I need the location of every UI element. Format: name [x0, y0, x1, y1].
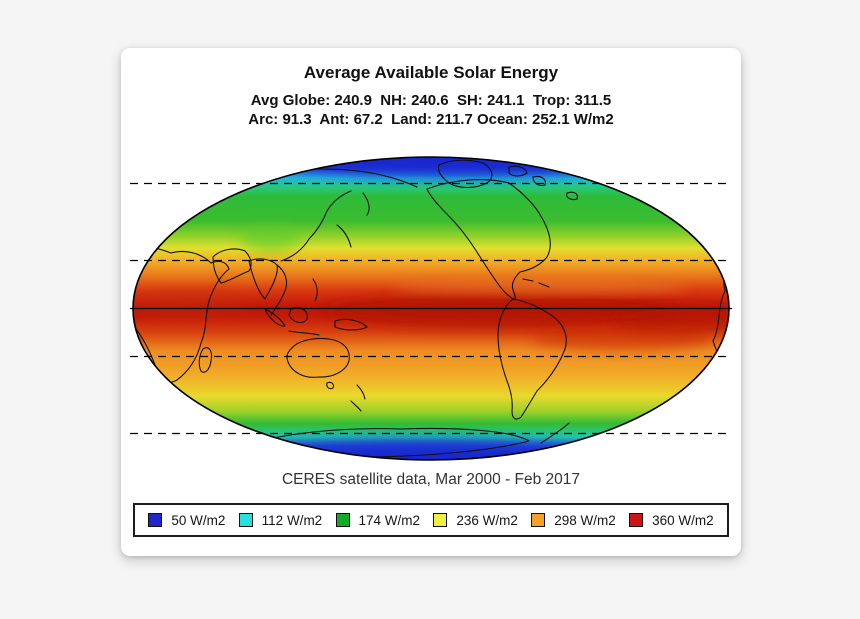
legend-label: 174 W/m2 [358, 512, 421, 528]
legend-label: 50 W/m2 [171, 512, 226, 528]
stats-line-2: Arc: 91.3 Ant: 67.2 Land: 211.7 Ocean: 2… [248, 111, 614, 128]
legend-swatch-icon [238, 513, 253, 527]
chart-title: Average Available Solar Energy [303, 63, 559, 82]
solar-energy-figure-card: Average Available Solar Energy Avg Globe… [121, 48, 741, 556]
legend-item: 50 W/m2 [148, 513, 225, 528]
legend-label: 360 W/m2 [652, 512, 714, 528]
legend: 50 W/m2 112 W/m2 174 W/m2 236 W/m2 298 W… [133, 503, 729, 537]
legend-item: 174 W/m2 [335, 512, 421, 528]
legend-label: 298 W/m2 [554, 512, 616, 528]
world-solar-map [130, 156, 732, 461]
legend-item: 112 W/m2 [238, 512, 323, 528]
legend-swatch-icon [335, 513, 350, 527]
legend-label: 112 W/m2 [261, 512, 323, 528]
color-accents [133, 157, 729, 460]
stats-line-1: Avg Globe: 240.9 NH: 240.6 SH: 241.1 Tro… [250, 92, 612, 109]
legend-item: 360 W/m2 [629, 513, 714, 528]
legend-item: 236 W/m2 [433, 513, 518, 528]
legend-swatch-icon [629, 513, 644, 527]
latitude-lines [130, 182, 732, 435]
legend-label: 236 W/m2 [456, 512, 518, 528]
map-fill-group [133, 157, 729, 460]
map-caption: CERES satellite data, Mar 2000 - Feb 201… [281, 471, 581, 488]
map-ellipse-outline [132, 156, 730, 461]
legend-swatch-icon [531, 513, 546, 527]
legend-swatch-icon [433, 513, 448, 527]
legend-swatch-icon [148, 513, 163, 527]
legend-item: 298 W/m2 [531, 513, 616, 528]
